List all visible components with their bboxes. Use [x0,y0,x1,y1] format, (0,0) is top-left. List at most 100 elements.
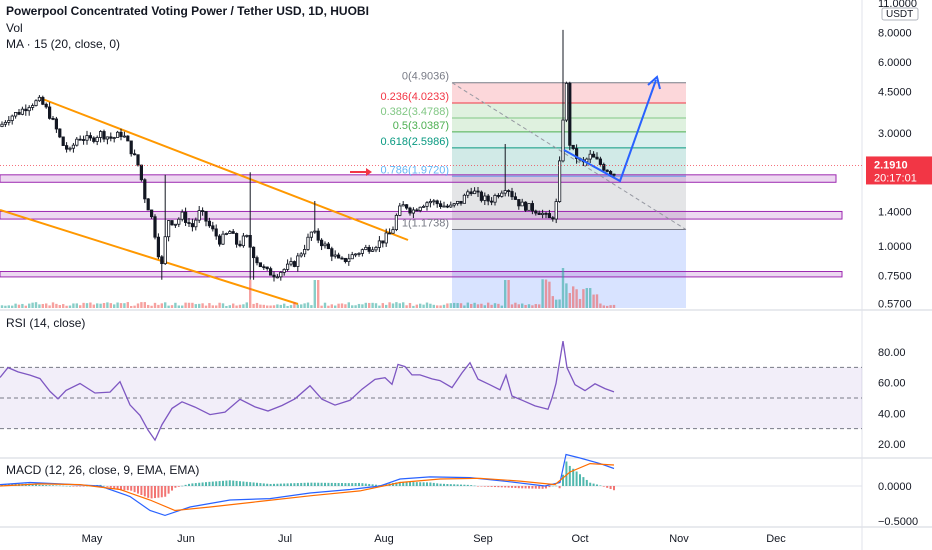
candle-body [374,247,378,251]
volume-bar [327,305,330,308]
support-zone [0,271,843,278]
macd-histogram-bar [86,485,88,487]
volume-bar [419,303,422,308]
volume-bar [391,303,395,308]
macd-histogram-bar [123,486,126,491]
volume-bar [218,302,221,308]
volume-bar [126,302,129,308]
volume-bar [374,303,378,308]
price-tick-label: 0.7500 [878,271,912,283]
candle-body [78,138,82,141]
candle-body [7,120,11,123]
macd-histogram-bar [120,486,122,491]
candle-body [435,200,439,205]
macd-histogram-bar [126,486,129,491]
macd-histogram-bar [358,482,360,486]
price-tick-label: 3.0000 [878,128,912,140]
support-zone [0,210,843,220]
macd-histogram-bar [361,483,364,486]
rsi-title: RSI (14, close) [6,316,86,330]
volume-bar [208,303,211,308]
volume-bar [130,305,133,308]
candle-body [547,213,552,219]
volume-bar [0,305,4,308]
volume-bar [320,305,323,308]
candle-body [132,153,137,156]
macd-histogram-bar [426,482,428,486]
macd-histogram-bar [585,479,588,486]
macd-histogram-bar [293,483,296,486]
volume-bar [24,305,27,308]
candle-body [41,96,45,105]
macd-histogram-bar [72,486,75,487]
macd-histogram-bar [541,486,544,489]
macd-histogram-bar [592,483,595,486]
macd-histogram-bar [225,480,228,486]
macd-histogram-bar [596,484,598,486]
volume-bar [228,305,231,308]
macd-histogram-bar [337,483,340,486]
fib-label: 0(4.9036) [402,71,449,83]
macd-histogram-bar [494,486,496,488]
volume-bar [109,303,112,308]
candle-body [367,246,371,252]
candle-body [112,137,116,139]
macd-histogram-bar [167,486,170,494]
candle-body [3,121,7,125]
volume-bar [119,303,123,308]
volume-bar [453,302,456,308]
volume-bar [364,302,367,308]
volume-bar [385,304,388,308]
volume-bar [279,304,282,308]
volume-bar [558,299,561,308]
volume-bar [449,303,452,308]
volume-bar [262,304,265,308]
candle-body [24,108,28,112]
candle-body [452,203,456,206]
candle-body [129,140,133,155]
candle-body [568,82,572,146]
candle-body [282,268,286,273]
candle-body [296,255,300,267]
volume-bar [344,304,347,308]
time-tick-label: Dec [766,533,786,545]
volume-bar [592,294,595,308]
macd-histogram-bar [415,482,418,486]
volume-bar [276,304,279,308]
volume-bar [167,305,170,308]
volume-bar [473,302,476,308]
macd-histogram-bar [330,482,333,486]
macd-histogram-bar [609,486,612,490]
macd-histogram-bar [286,483,289,486]
macd-histogram-bar [453,484,456,486]
candle-body [255,257,259,264]
rsi-tick-label: 60.00 [878,378,906,390]
candle-body [51,117,55,120]
volume-bar [252,303,255,308]
candle-body [476,190,480,193]
volume-bar [527,304,531,308]
volume-bar [313,280,316,308]
time-tick-label: Nov [669,533,689,545]
candle-body [493,195,497,203]
macd-histogram-bar [31,483,34,486]
macd-histogram-bar [422,482,425,486]
volume-bar [555,299,558,308]
candle-body [415,209,419,212]
volume-bar [72,303,75,308]
macd-histogram-bar [4,484,7,486]
candle-body [92,137,96,142]
volume-bar [181,305,184,308]
macd-histogram-bar [500,486,503,488]
volume-bar [402,302,405,308]
candle-body [177,218,181,225]
candle-body [119,131,123,137]
macd-histogram-bar [69,486,71,487]
rsi-line [0,340,615,442]
candle-body [248,235,252,248]
indicator-vol: Vol [6,21,23,35]
macd-histogram-bar [466,484,469,486]
candle-body [520,201,524,207]
macd-histogram-bar [41,484,44,486]
